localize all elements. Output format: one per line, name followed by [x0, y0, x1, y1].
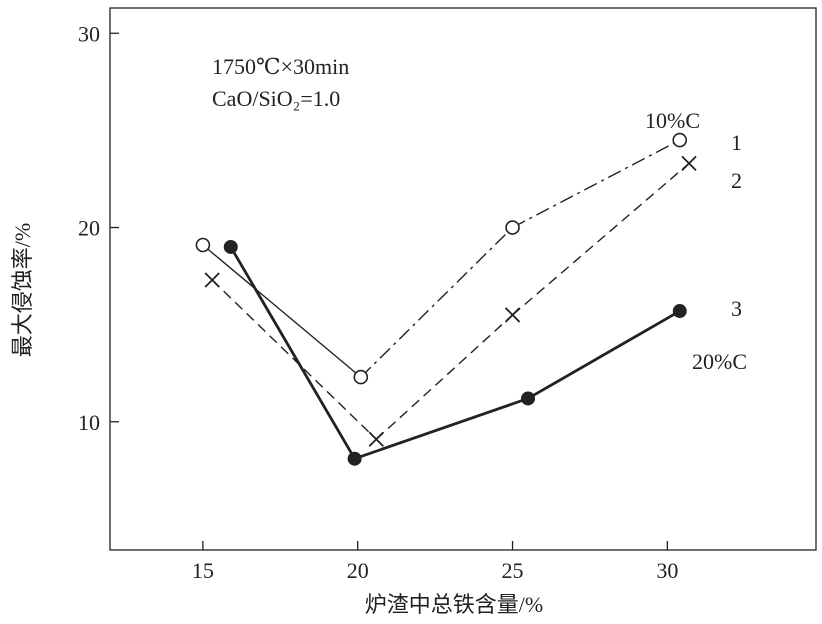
- series-3-point-3: [672, 304, 687, 319]
- series-2-point-3: [681, 155, 697, 172]
- series-1: [195, 132, 688, 385]
- label-10pct-c: 10%C: [645, 108, 700, 133]
- condition-temperature: 1750℃×30min: [212, 54, 349, 79]
- series-3: [223, 239, 687, 466]
- y-tick-label-1: 20: [78, 216, 100, 241]
- series-2-point-1: [368, 431, 384, 447]
- series-1-point-3: [672, 132, 688, 148]
- x-tick-label-3: 30: [656, 558, 678, 583]
- series-3-label: 3: [731, 296, 742, 321]
- series-1-point-0: [195, 237, 211, 253]
- y-tick-label-2: 30: [78, 21, 100, 46]
- x-tick-label-2: 25: [502, 558, 524, 583]
- y-axis-label: 最大侵蚀率/%: [10, 223, 35, 357]
- series-3-point-2: [521, 391, 536, 406]
- series-1-segment-0: [202, 244, 362, 378]
- series-2-point-2: [504, 307, 521, 323]
- series-3-point-0: [223, 239, 238, 254]
- series-2: [204, 155, 697, 447]
- series-3-segment-1: [354, 397, 529, 461]
- series-3-segment-2: [527, 309, 681, 400]
- condition-basicity: CaO/SiO₂=1.0: [212, 86, 340, 111]
- y-tick-label-0: 10: [78, 410, 100, 435]
- series-3-segment-0: [229, 246, 356, 460]
- series-2-point-0: [204, 272, 220, 288]
- label-20pct-c: 20%C: [692, 349, 747, 374]
- axis-ticks: 15 20 25 30 10 20 30: [78, 21, 678, 583]
- series-2-label: 2: [731, 168, 742, 193]
- plot-area-border: [109, 7, 817, 551]
- x-tick-label-1: 20: [347, 558, 369, 583]
- series-2-segment-1: [375, 314, 514, 440]
- series-1-point-2: [505, 220, 520, 235]
- x-axis-label: 炉渣中总铁含量/%: [365, 592, 543, 617]
- plot-frame: [109, 7, 817, 551]
- series-1-segment-1: [360, 227, 514, 378]
- series-1-point-1: [353, 369, 369, 385]
- series-2-segment-2: [512, 162, 690, 316]
- series-1-segment-2: [512, 139, 681, 229]
- series-1-label: 1: [731, 130, 742, 155]
- x-tick-label-0: 15: [192, 558, 214, 583]
- series-2-segment-0: [211, 279, 377, 440]
- series-layer: [195, 132, 697, 466]
- series-3-point-1: [347, 451, 362, 466]
